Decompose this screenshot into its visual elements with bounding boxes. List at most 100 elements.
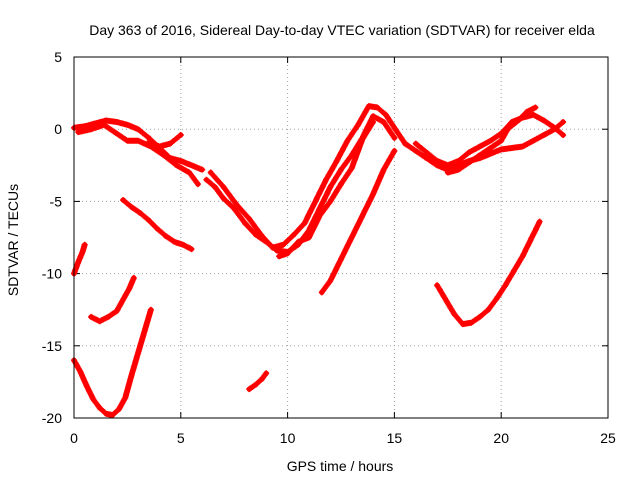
- tick-labels: 0 5 10 15 20 25 -20 -15 -10 -5 0 5: [42, 49, 616, 446]
- data-point: [129, 204, 135, 210]
- data-point: [370, 113, 376, 119]
- data-point: [103, 411, 109, 417]
- x-tick-label: 0: [70, 430, 78, 446]
- data-point: [306, 234, 312, 241]
- data-point: [477, 143, 483, 150]
- data-point: [520, 253, 526, 259]
- data-point: [105, 314, 111, 320]
- data-point: [114, 130, 120, 137]
- data-point: [276, 253, 282, 259]
- data-point: [317, 213, 323, 219]
- data-point: [443, 297, 449, 303]
- chart-title: Day 363 of 2016, Sidereal Day-to-day VTE…: [89, 22, 595, 38]
- data-point: [141, 328, 148, 334]
- data-point: [109, 412, 115, 418]
- data-point: [487, 138, 494, 144]
- data-point: [502, 282, 509, 288]
- data-point: [135, 138, 141, 144]
- data-point: [494, 295, 500, 301]
- data-point: [334, 158, 340, 164]
- data-point: [530, 138, 536, 144]
- data-point: [537, 219, 543, 225]
- data-point: [84, 383, 90, 389]
- data-point: [560, 119, 566, 125]
- data-point: [487, 151, 494, 157]
- x-axis-title: GPS time / hours: [287, 458, 394, 474]
- data-point: [82, 242, 88, 248]
- data-point: [477, 314, 483, 320]
- y-tick-label: -20: [42, 410, 62, 426]
- series-track-13: [71, 306, 154, 419]
- y-axis-title: SDTVAR / TECUs: [5, 184, 21, 296]
- x-tick-label: 15: [387, 430, 403, 446]
- data-point: [391, 125, 397, 131]
- data-point: [359, 136, 365, 142]
- data-point: [124, 138, 130, 144]
- y-tick-label: -15: [42, 338, 62, 354]
- data-point: [323, 177, 329, 183]
- data-point: [233, 201, 239, 207]
- data-point: [524, 109, 530, 115]
- x-tick-label: 25: [600, 430, 616, 446]
- data-point: [246, 386, 252, 392]
- data-point: [101, 122, 107, 128]
- series-track-14: [120, 197, 195, 253]
- data-point: [460, 321, 466, 327]
- data-point: [355, 122, 361, 128]
- data-point: [129, 372, 135, 378]
- data-point: [455, 158, 462, 164]
- data-point: [327, 278, 333, 284]
- data-point: [434, 282, 440, 288]
- series-track-7: [318, 147, 398, 296]
- data-point: [485, 307, 491, 313]
- data-series: [71, 103, 567, 419]
- data-point: [186, 169, 192, 176]
- x-tick-label: 10: [280, 430, 296, 446]
- data-point: [148, 307, 154, 313]
- data-point: [302, 220, 308, 226]
- y-tick-label: 5: [54, 49, 62, 65]
- data-point: [167, 141, 173, 147]
- data-point: [242, 220, 248, 226]
- data-point: [466, 159, 472, 165]
- data-point: [154, 226, 160, 232]
- data-point: [203, 177, 209, 183]
- data-point: [468, 320, 474, 326]
- series-track-3: [145, 132, 184, 150]
- data-point: [509, 145, 515, 151]
- series-track-6: [276, 119, 376, 260]
- data-point: [88, 314, 94, 320]
- data-point: [173, 162, 180, 168]
- data-point: [270, 245, 276, 251]
- data-point: [381, 119, 387, 125]
- data-point: [445, 169, 451, 176]
- data-point: [515, 117, 521, 124]
- series-track-10: [444, 104, 539, 176]
- data-point: [280, 242, 286, 248]
- data-point: [97, 318, 103, 324]
- data-point: [131, 275, 137, 281]
- data-point: [423, 155, 429, 161]
- data-point: [259, 233, 265, 239]
- data-point: [220, 195, 227, 202]
- data-point: [391, 148, 397, 154]
- data-point: [116, 406, 122, 412]
- data-point: [487, 145, 494, 151]
- data-point: [103, 117, 109, 124]
- data-point: [359, 213, 365, 219]
- data-point: [137, 210, 143, 216]
- data-point: [114, 119, 120, 125]
- data-point: [246, 216, 252, 222]
- data-point: [530, 112, 536, 118]
- data-point: [541, 117, 547, 124]
- series-track-12: [88, 274, 137, 325]
- data-point: [541, 132, 547, 138]
- data-point: [466, 149, 472, 155]
- data-point: [195, 181, 201, 187]
- series-track-5: [207, 103, 409, 251]
- data-point: [434, 158, 440, 164]
- data-point: [366, 103, 372, 109]
- data-point: [552, 125, 558, 131]
- data-point: [505, 126, 511, 132]
